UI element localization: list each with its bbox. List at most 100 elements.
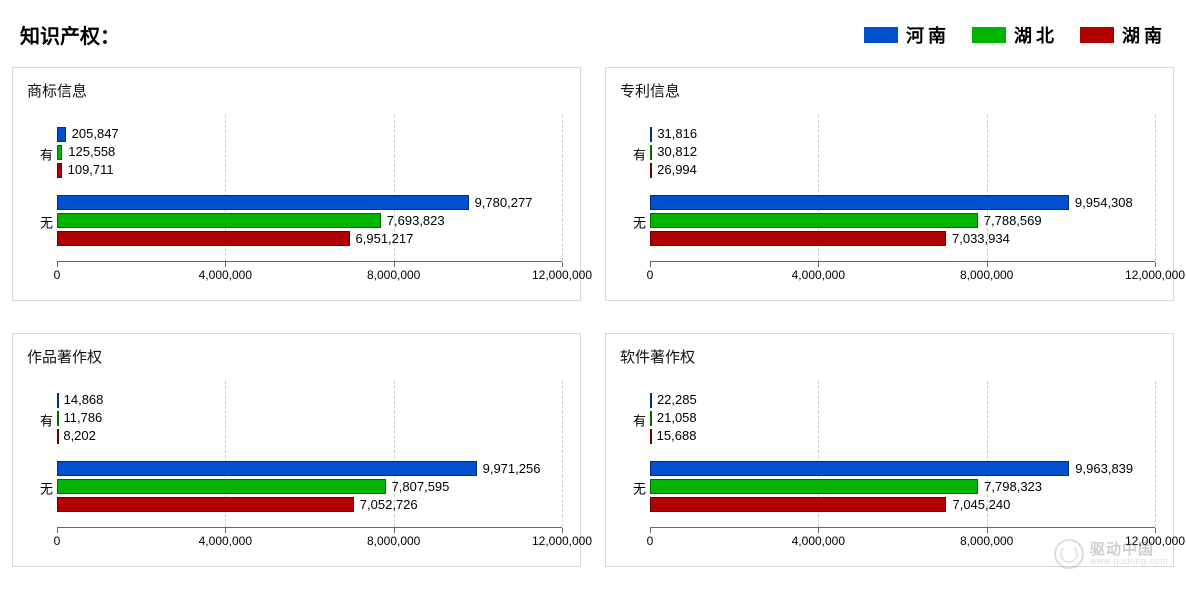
x-tick-label: 8,000,000 bbox=[367, 534, 420, 548]
y-category-label: 有 bbox=[620, 144, 646, 163]
bar-value-label: 6,951,217 bbox=[356, 231, 414, 246]
bar-value-label: 21,058 bbox=[657, 410, 697, 425]
bar-value-label: 9,780,277 bbox=[475, 195, 533, 210]
x-tick-label: 4,000,000 bbox=[792, 268, 845, 282]
bar-row: 8,202 bbox=[57, 429, 562, 444]
chart-panel: 作品著作权有 14,868 11,786 8,202 无 9,971,256 7,807,5… bbox=[12, 333, 581, 567]
bar-group: 无9,971,2567,807,5957,052,726 bbox=[57, 461, 562, 515]
x-tick-label: 8,000,000 bbox=[960, 534, 1013, 548]
bar-row: 7,798,323 bbox=[650, 479, 1155, 494]
bar-value-label: 125,558 bbox=[68, 144, 115, 159]
bar bbox=[650, 461, 1069, 476]
bar-group: 有14,86811,7868,202 bbox=[57, 393, 562, 447]
bar-value-label: 8,202 bbox=[63, 428, 96, 443]
bar-value-label: 7,798,323 bbox=[984, 479, 1042, 494]
bar-value-label: 9,971,256 bbox=[483, 461, 541, 476]
x-tick-mark bbox=[394, 528, 395, 533]
plot-area: 有14,86811,7868,202无9,971,2567,807,5957,0… bbox=[57, 381, 562, 528]
legend-label: 湖南 bbox=[1122, 22, 1166, 48]
panel-grid: 商标信息有205,847125,558109,711无9,780,2777,69… bbox=[12, 67, 1174, 567]
bar-row: 30,812 bbox=[650, 145, 1155, 160]
x-tick-label: 12,000,000 bbox=[532, 534, 592, 548]
legend: 河南 湖北 湖南 bbox=[864, 22, 1166, 48]
bar-row: 26,994 bbox=[650, 163, 1155, 178]
legend-label: 湖北 bbox=[1014, 22, 1058, 48]
y-category-label: 有 bbox=[27, 410, 53, 429]
bar bbox=[650, 231, 946, 246]
x-tick-mark bbox=[818, 528, 819, 533]
panel-title: 商标信息 bbox=[27, 80, 566, 101]
bar-row: 9,971,256 bbox=[57, 461, 562, 476]
bar bbox=[650, 145, 652, 160]
legend-swatch bbox=[972, 27, 1006, 43]
panel-title: 作品著作权 bbox=[27, 346, 566, 367]
bar-value-label: 14,868 bbox=[64, 392, 104, 407]
gridline bbox=[1155, 381, 1156, 527]
legend-label: 河南 bbox=[906, 22, 950, 48]
bar-value-label: 7,807,595 bbox=[392, 479, 450, 494]
legend-swatch bbox=[864, 27, 898, 43]
bar-value-label: 109,711 bbox=[68, 162, 114, 177]
x-tick-label: 12,000,000 bbox=[532, 268, 592, 282]
bar-value-label: 22,285 bbox=[657, 392, 697, 407]
bar bbox=[57, 411, 59, 426]
legend-item: 河南 bbox=[864, 22, 950, 48]
bar bbox=[57, 195, 469, 210]
bar-row: 22,285 bbox=[650, 393, 1155, 408]
x-axis: 04,000,0008,000,00012,000,000 bbox=[57, 528, 562, 556]
x-tick-label: 4,000,000 bbox=[199, 268, 252, 282]
chart-panel: 软件著作权有22,28521,05815,688无9,963,8397,798,… bbox=[605, 333, 1174, 567]
x-tick-mark bbox=[987, 528, 988, 533]
bar bbox=[650, 393, 652, 408]
chart-area: 有22,28521,05815,688无9,963,8397,798,3237,… bbox=[620, 381, 1159, 556]
bar-group: 有22,28521,05815,688 bbox=[650, 393, 1155, 447]
legend-swatch bbox=[1080, 27, 1114, 43]
x-tick-label: 0 bbox=[647, 534, 654, 548]
legend-item: 湖北 bbox=[972, 22, 1058, 48]
chart-area: 有31,81630,81226,994无9,954,3087,788,5697,… bbox=[620, 115, 1159, 290]
plot-area: 有22,28521,05815,688无9,963,8397,798,3237,… bbox=[650, 381, 1155, 528]
bar-row: 6,951,217 bbox=[57, 231, 562, 246]
bar bbox=[57, 461, 477, 476]
x-tick-mark bbox=[818, 262, 819, 267]
bar-row: 7,045,240 bbox=[650, 497, 1155, 512]
panel-title: 专利信息 bbox=[620, 80, 1159, 101]
bar bbox=[57, 479, 386, 494]
bar bbox=[57, 163, 62, 178]
bar-row: 7,807,595 bbox=[57, 479, 562, 494]
x-axis: 04,000,0008,000,00012,000,000 bbox=[57, 262, 562, 290]
x-tick-mark bbox=[394, 262, 395, 267]
plot-area: 有31,81630,81226,994无9,954,3087,788,5697,… bbox=[650, 115, 1155, 262]
bar-row: 9,963,839 bbox=[650, 461, 1155, 476]
y-category-label: 无 bbox=[27, 213, 53, 232]
gridline bbox=[562, 115, 563, 261]
bar-row: 205,847 bbox=[57, 127, 562, 142]
bar-value-label: 205,847 bbox=[72, 126, 119, 141]
gridline bbox=[1155, 115, 1156, 261]
bar-row: 14,868 bbox=[57, 393, 562, 408]
bar bbox=[650, 213, 978, 228]
bar-value-label: 15,688 bbox=[657, 428, 697, 443]
chart-panel: 商标信息有205,847125,558109,711无9,780,2777,69… bbox=[12, 67, 581, 301]
bar-group: 有31,81630,81226,994 bbox=[650, 127, 1155, 181]
bar-row: 21,058 bbox=[650, 411, 1155, 426]
bar-value-label: 11,786 bbox=[63, 410, 102, 425]
y-category-label: 有 bbox=[620, 410, 646, 429]
header-row: 知识产权： 河南湖北湖南 bbox=[12, 20, 1174, 49]
bar bbox=[57, 213, 381, 228]
bar bbox=[650, 497, 946, 512]
bar bbox=[650, 195, 1069, 210]
bar-row: 11,786 bbox=[57, 411, 562, 426]
bar-row: 7,788,569 bbox=[650, 213, 1155, 228]
x-tick-label: 0 bbox=[54, 268, 61, 282]
chart-panel: 专利信息有31,81630,81226,994无9,954,3087,788,5… bbox=[605, 67, 1174, 301]
bar bbox=[650, 479, 978, 494]
bar bbox=[57, 497, 354, 512]
x-tick-mark bbox=[225, 262, 226, 267]
y-category-label: 无 bbox=[620, 213, 646, 232]
y-category-label: 无 bbox=[27, 479, 53, 498]
x-axis: 04,000,0008,000,00012,000,000 bbox=[650, 262, 1155, 290]
x-tick-label: 8,000,000 bbox=[367, 268, 420, 282]
x-tick-mark bbox=[562, 528, 563, 533]
x-tick-mark bbox=[1155, 262, 1156, 267]
